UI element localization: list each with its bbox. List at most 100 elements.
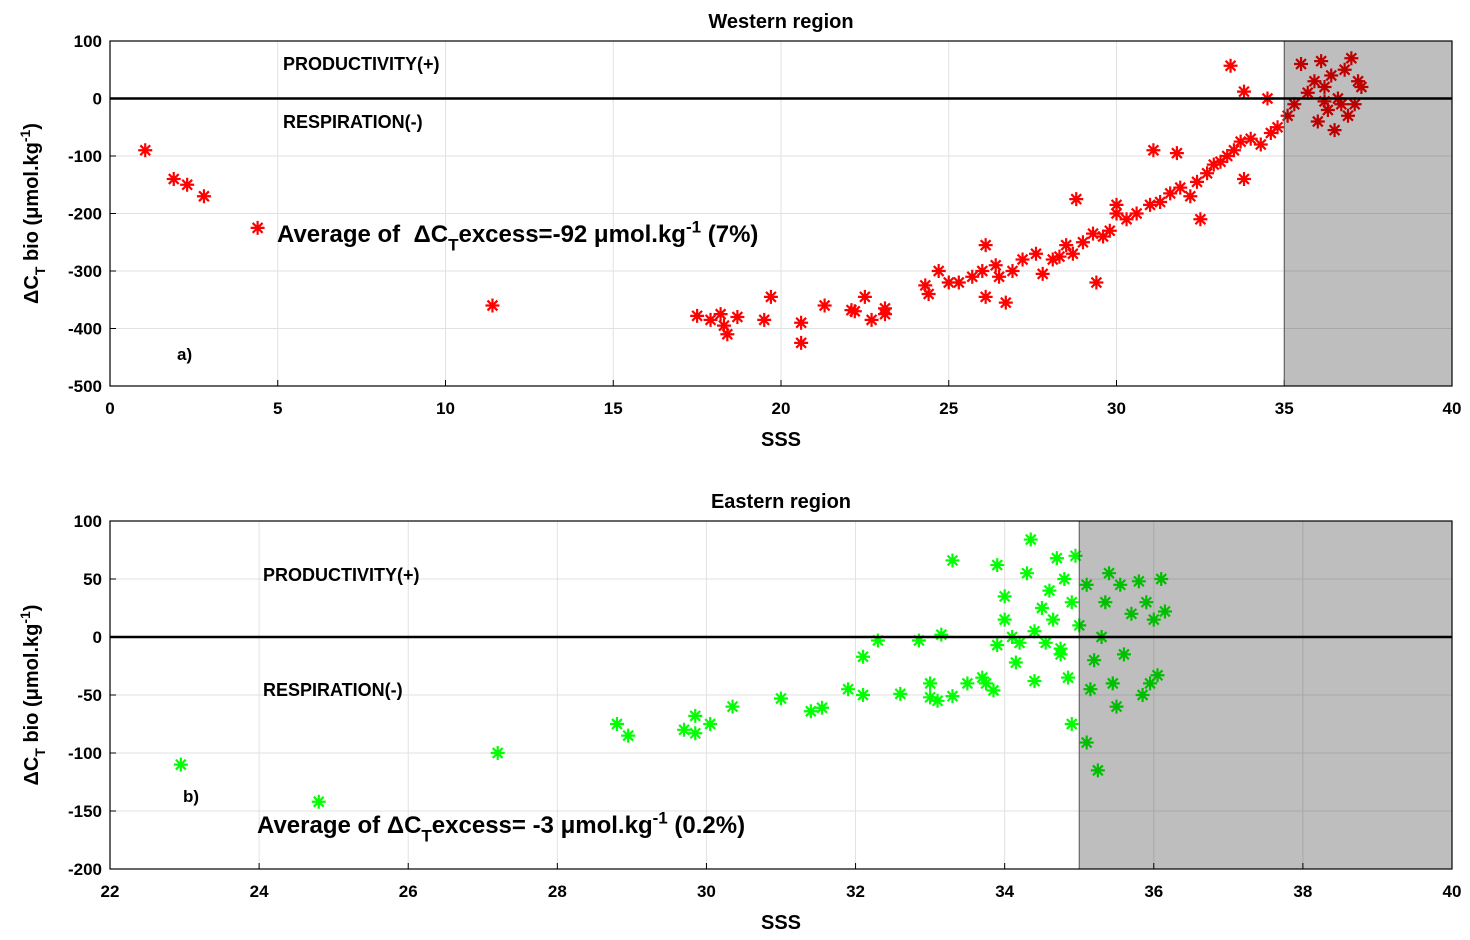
average-note: Average of ΔCTexcess= -3 μmol.kg-1 (0.2%… (257, 808, 745, 845)
average-note-part: T (448, 235, 459, 254)
x-tick-label: 40 (1443, 399, 1462, 418)
data-point (1173, 180, 1188, 195)
x-tick-label: 25 (939, 399, 958, 418)
data-point (856, 688, 871, 702)
data-point (1157, 604, 1172, 619)
data-point (1005, 264, 1020, 278)
y-axis-label-part: ΔC (21, 757, 43, 786)
data-point (1046, 612, 1061, 627)
data-point (918, 278, 933, 293)
y-axis-label-part: ) (21, 605, 43, 612)
data-point (992, 269, 1007, 284)
data-point (1129, 206, 1144, 221)
data-point (730, 310, 745, 324)
y-axis-label-part: T (32, 748, 48, 757)
data-point (1294, 57, 1309, 71)
y-axis-label: ΔCT bio (μmol.kg-1) (17, 605, 48, 786)
data-point (1226, 143, 1241, 158)
data-point (1317, 94, 1332, 109)
data-point (934, 627, 949, 642)
data-point (1131, 574, 1146, 589)
data-point (921, 287, 936, 301)
data-point (311, 794, 326, 809)
data-point (138, 143, 153, 158)
data-point (1035, 266, 1050, 281)
data-point (485, 298, 500, 313)
x-axis-label: SSS (761, 429, 801, 451)
y-tick-label: -300 (68, 262, 102, 281)
data-point (1183, 189, 1198, 204)
data-point (1351, 74, 1366, 89)
data-point (1236, 84, 1251, 99)
data-point (1049, 551, 1064, 566)
data-point (1300, 85, 1315, 100)
data-point (856, 649, 871, 664)
y-tick-label: -100 (68, 744, 102, 763)
data-point (1109, 197, 1124, 212)
y-tick-label: 0 (93, 90, 102, 109)
y-tick-label: -50 (77, 686, 102, 705)
data-point (1057, 572, 1072, 586)
data-point (997, 612, 1012, 627)
data-point (1064, 595, 1079, 610)
data-point (1347, 97, 1362, 112)
data-point (250, 220, 265, 235)
x-tick-label: 20 (772, 399, 791, 418)
data-point (1334, 97, 1349, 112)
x-tick-label: 35 (1275, 399, 1294, 418)
y-tick-label: -200 (68, 860, 102, 879)
data-point (1069, 192, 1084, 207)
y-axis-label-part: T (32, 266, 48, 275)
y-axis-label-part: bio (μmol.kg (21, 624, 43, 748)
data-point (1354, 80, 1369, 94)
data-point (1220, 149, 1235, 163)
x-tick-label: 30 (1107, 399, 1126, 418)
x-tick-label: 28 (548, 882, 567, 901)
average-note-part: (7%) (701, 221, 758, 248)
data-point (1068, 548, 1083, 563)
data-point (1143, 197, 1158, 212)
data-point (609, 717, 624, 731)
average-note-part: Average of ΔC (257, 812, 421, 839)
data-point (864, 312, 879, 327)
y-axis-label-part: bio (μmol.kg (21, 142, 43, 266)
data-point (180, 177, 195, 192)
data-point (1163, 186, 1178, 201)
data-point (1089, 275, 1104, 290)
x-tick-label: 32 (846, 882, 865, 901)
annotation: PRODUCTIVITY(+) (283, 54, 440, 74)
data-point (173, 757, 188, 772)
data-point (979, 676, 994, 691)
data-point (703, 717, 718, 731)
average-note-part: Average of ΔC (277, 221, 448, 248)
data-point (893, 686, 908, 701)
data-point (1270, 120, 1285, 135)
data-point (1083, 682, 1098, 697)
data-point (1190, 174, 1205, 189)
data-point (1320, 103, 1335, 117)
data-point (1020, 566, 1035, 581)
average-note-part: -1 (686, 217, 701, 236)
x-tick-label: 5 (273, 399, 282, 418)
chart-title: Eastern region (711, 491, 851, 513)
data-point (1124, 606, 1139, 621)
average-note-part: (0.2%) (668, 812, 745, 839)
data-point (1135, 688, 1150, 702)
data-point (1034, 601, 1049, 615)
data-point (1119, 212, 1134, 227)
shaded-region (1078, 520, 1453, 870)
data-point (1243, 131, 1258, 146)
x-tick-label: 24 (250, 882, 269, 901)
data-point (1086, 226, 1101, 241)
data-point (1327, 123, 1342, 138)
data-point (621, 728, 636, 743)
data-point (978, 238, 993, 253)
data-point (1307, 74, 1322, 89)
chart-title: Western region (708, 11, 853, 33)
data-point (986, 683, 1001, 698)
data-point (688, 708, 703, 723)
data-point (847, 304, 862, 319)
x-tick-label: 36 (1144, 882, 1163, 901)
data-point (757, 312, 772, 327)
